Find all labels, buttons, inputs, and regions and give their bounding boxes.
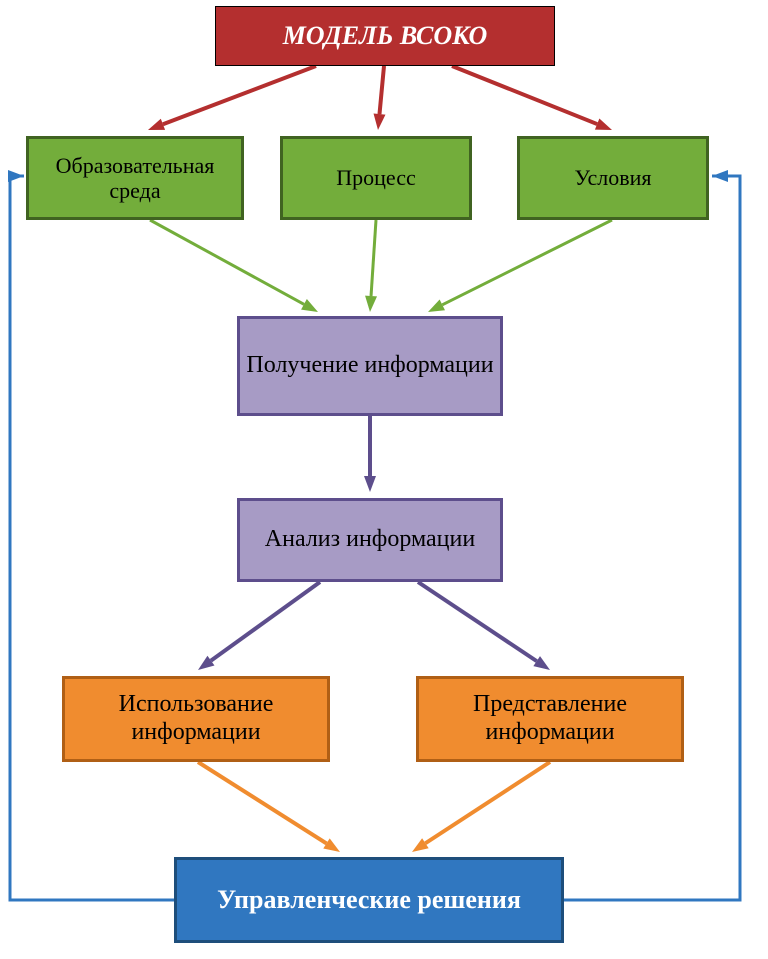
node-analysis: Анализ информации bbox=[237, 498, 503, 582]
node-process: Процесс bbox=[280, 136, 472, 220]
node-title: МОДЕЛЬ ВСОКО bbox=[215, 6, 555, 66]
diagram-canvas: МОДЕЛЬ ВСОКО Образовательная среда Процесс… bbox=[0, 0, 768, 959]
node-decisions: Управленческие решения bbox=[174, 857, 564, 943]
node-conditions: Условия bbox=[517, 136, 709, 220]
node-env: Образовательная среда bbox=[26, 136, 244, 220]
node-get_info: Получение информации bbox=[237, 316, 503, 416]
node-use_info: Использование информации bbox=[62, 676, 330, 762]
node-present_info: Представление информации bbox=[416, 676, 684, 762]
